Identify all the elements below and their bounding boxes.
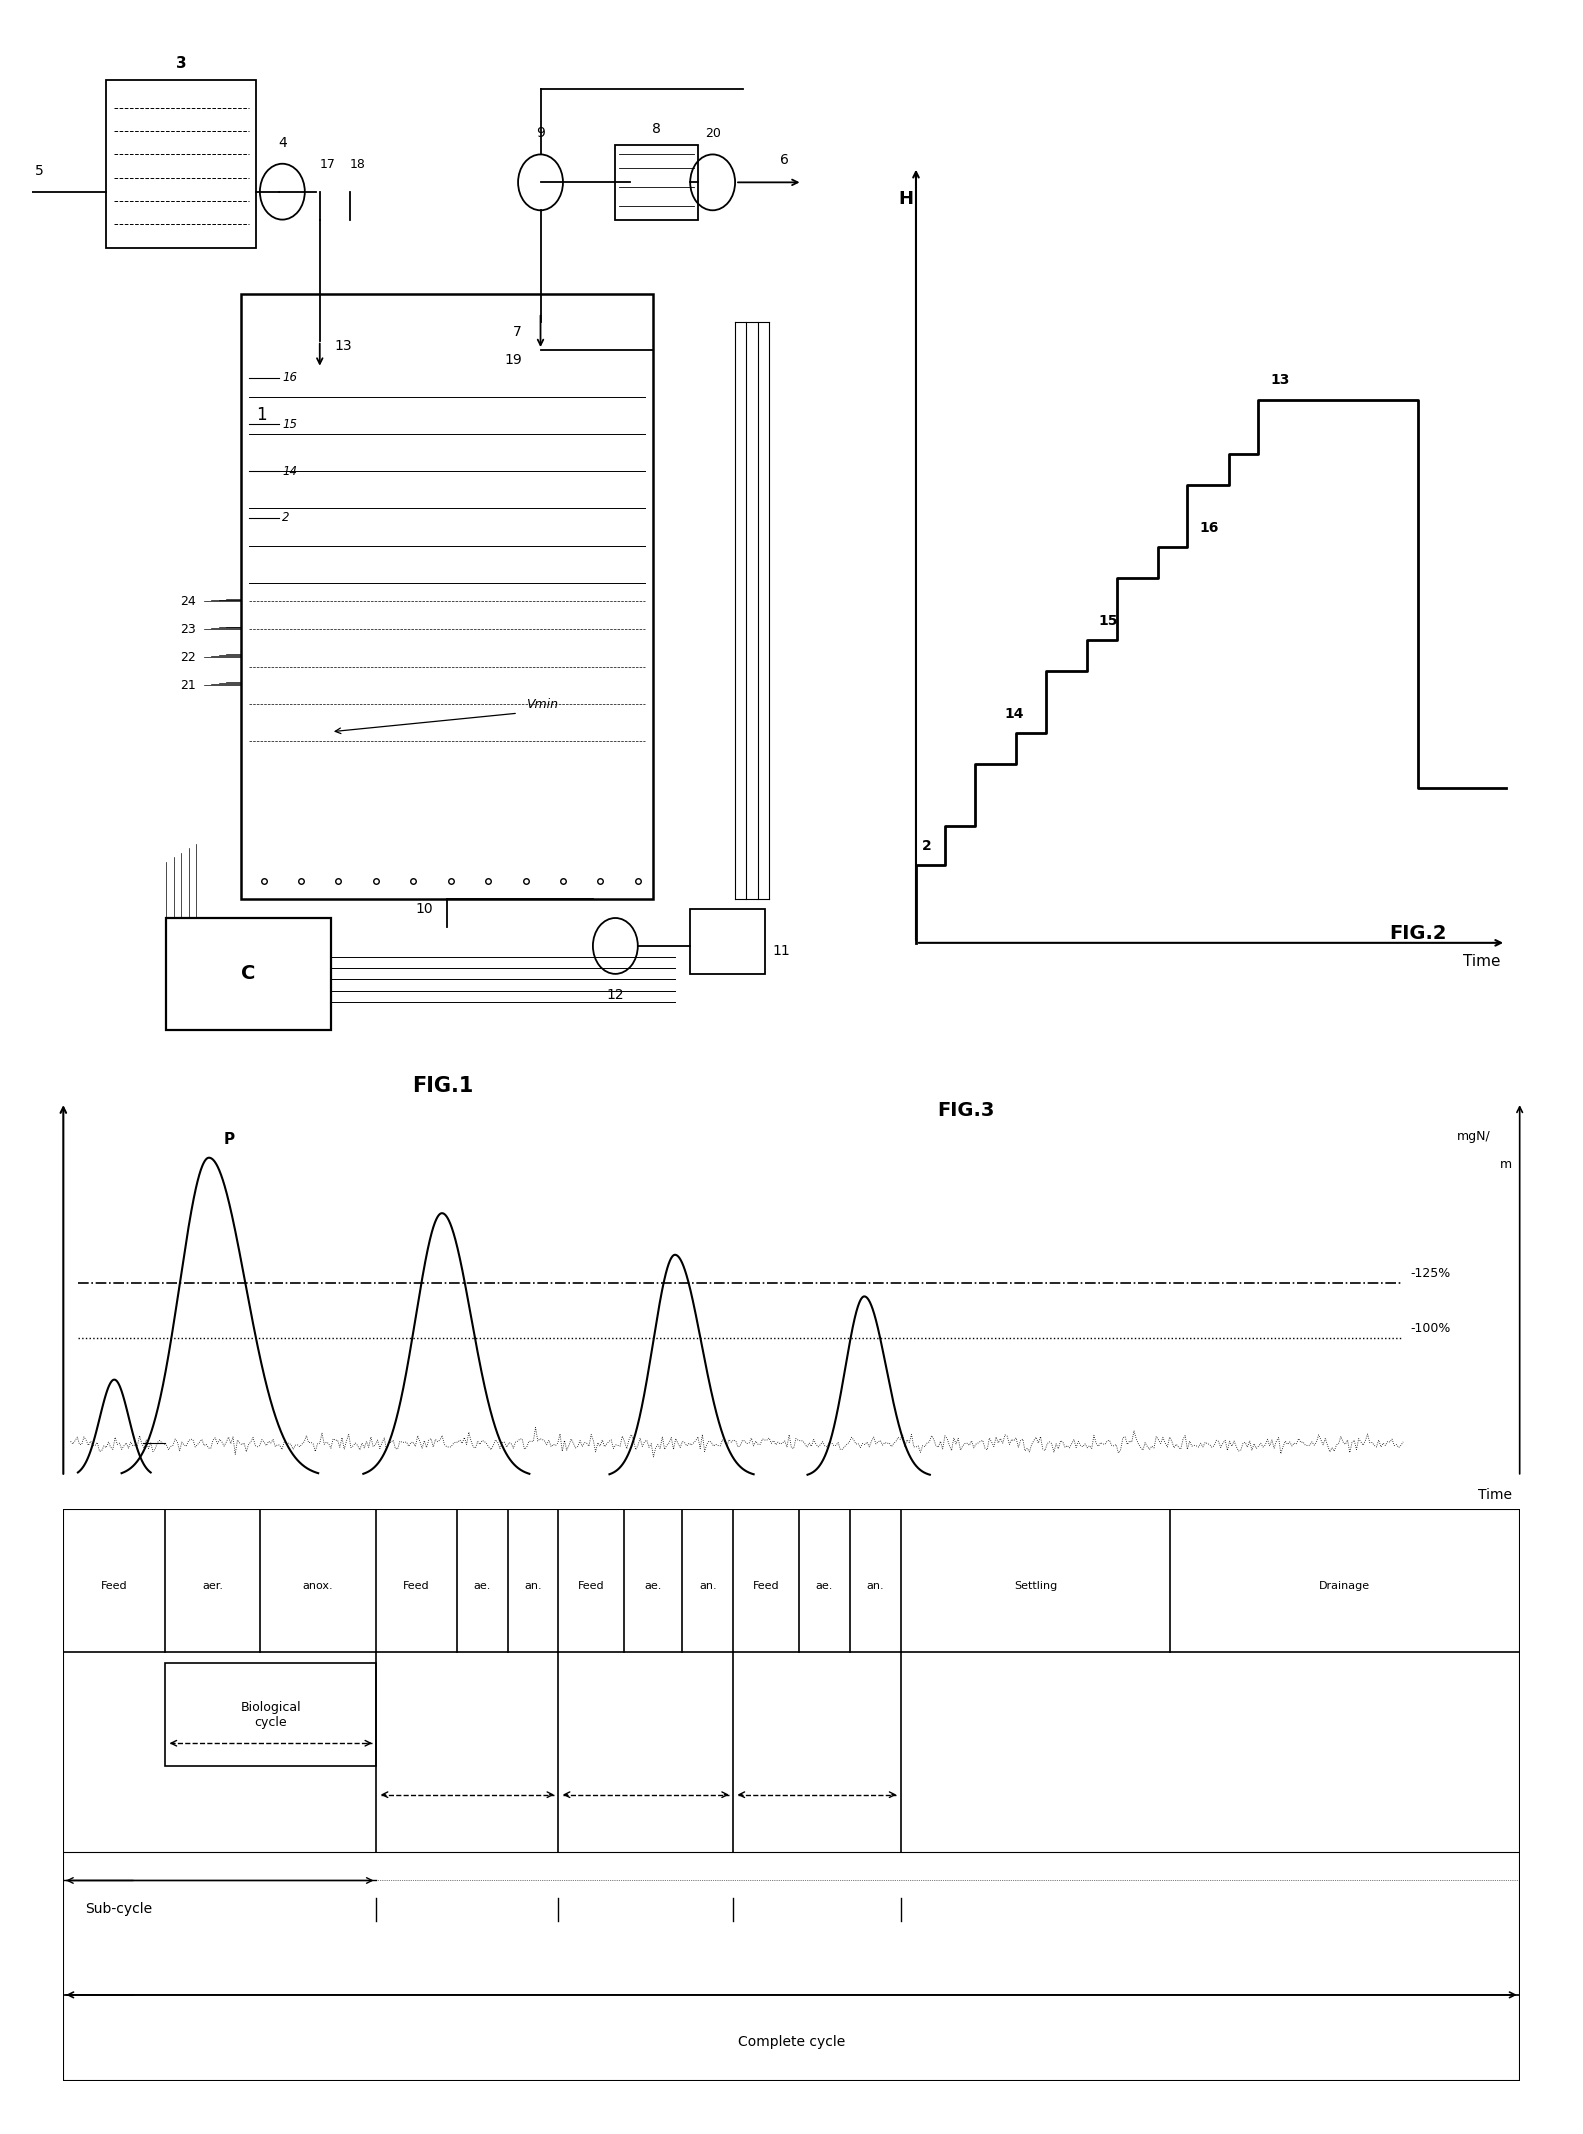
- Text: ae.: ae.: [644, 1581, 662, 1592]
- Text: 21: 21: [180, 679, 196, 691]
- Text: an.: an.: [524, 1581, 541, 1592]
- Text: Feed: Feed: [578, 1581, 605, 1592]
- Text: Time: Time: [1479, 1487, 1512, 1502]
- Text: ae.: ae.: [815, 1581, 833, 1592]
- Bar: [165, 1662, 377, 1767]
- Text: Complete cycle: Complete cycle: [738, 2036, 845, 2049]
- Text: 10: 10: [416, 903, 434, 915]
- Text: 17: 17: [320, 158, 336, 171]
- Text: ae.: ae.: [473, 1581, 491, 1592]
- Text: 15: 15: [282, 418, 298, 431]
- Text: an.: an.: [866, 1581, 883, 1592]
- Text: -125%: -125%: [1410, 1268, 1450, 1280]
- Bar: [106, 79, 256, 248]
- Text: an.: an.: [700, 1581, 717, 1592]
- Text: 18: 18: [350, 158, 366, 171]
- Bar: [241, 294, 652, 898]
- Text: Feed: Feed: [752, 1581, 779, 1592]
- Text: H: H: [898, 190, 913, 209]
- Text: 7: 7: [513, 324, 522, 339]
- Text: Settling: Settling: [1013, 1581, 1057, 1592]
- Text: 13: 13: [1270, 373, 1290, 386]
- Text: anox.: anox.: [302, 1581, 334, 1592]
- Text: 14: 14: [282, 465, 298, 478]
- Text: 23: 23: [180, 623, 196, 636]
- Text: 19: 19: [503, 352, 522, 367]
- Text: 16: 16: [1200, 521, 1219, 534]
- Text: Feed: Feed: [101, 1581, 128, 1592]
- Text: mgN/: mgN/: [1456, 1131, 1491, 1144]
- Text: Feed: Feed: [404, 1581, 431, 1592]
- Text: 6: 6: [780, 154, 788, 166]
- Text: FIG.1: FIG.1: [413, 1076, 473, 1097]
- Text: m: m: [1501, 1157, 1512, 1172]
- Text: -100%: -100%: [1410, 1323, 1452, 1336]
- Text: P: P: [223, 1131, 234, 1146]
- Bar: [690, 909, 765, 973]
- Text: 2: 2: [921, 839, 932, 854]
- Bar: [166, 918, 331, 1031]
- Text: aer.: aer.: [203, 1581, 223, 1592]
- Text: Vmin: Vmin: [526, 698, 557, 711]
- Text: 2: 2: [282, 510, 290, 525]
- Text: Drainage: Drainage: [1319, 1581, 1371, 1592]
- Text: 5: 5: [35, 164, 44, 177]
- Text: FIG.3: FIG.3: [937, 1101, 996, 1120]
- Text: 12: 12: [606, 988, 624, 1001]
- Text: 11: 11: [773, 943, 790, 958]
- Text: 13: 13: [334, 339, 353, 352]
- Text: 20: 20: [704, 128, 720, 141]
- Text: 15: 15: [1099, 615, 1119, 627]
- Text: 9: 9: [537, 126, 545, 141]
- Text: 16: 16: [282, 371, 298, 384]
- Text: 24: 24: [180, 595, 196, 608]
- Text: 1: 1: [256, 405, 268, 425]
- Text: 4: 4: [279, 137, 287, 149]
- Text: Sub-cycle: Sub-cycle: [85, 1901, 152, 1916]
- Text: 8: 8: [652, 122, 662, 137]
- Bar: [616, 145, 698, 220]
- Text: FIG.2: FIG.2: [1390, 924, 1447, 943]
- Text: Biological
cycle: Biological cycle: [241, 1701, 301, 1729]
- Text: Time: Time: [1463, 954, 1501, 969]
- Text: 14: 14: [1005, 706, 1024, 721]
- Text: 3: 3: [176, 55, 187, 70]
- Text: C: C: [242, 965, 256, 984]
- Text: 22: 22: [180, 651, 196, 664]
